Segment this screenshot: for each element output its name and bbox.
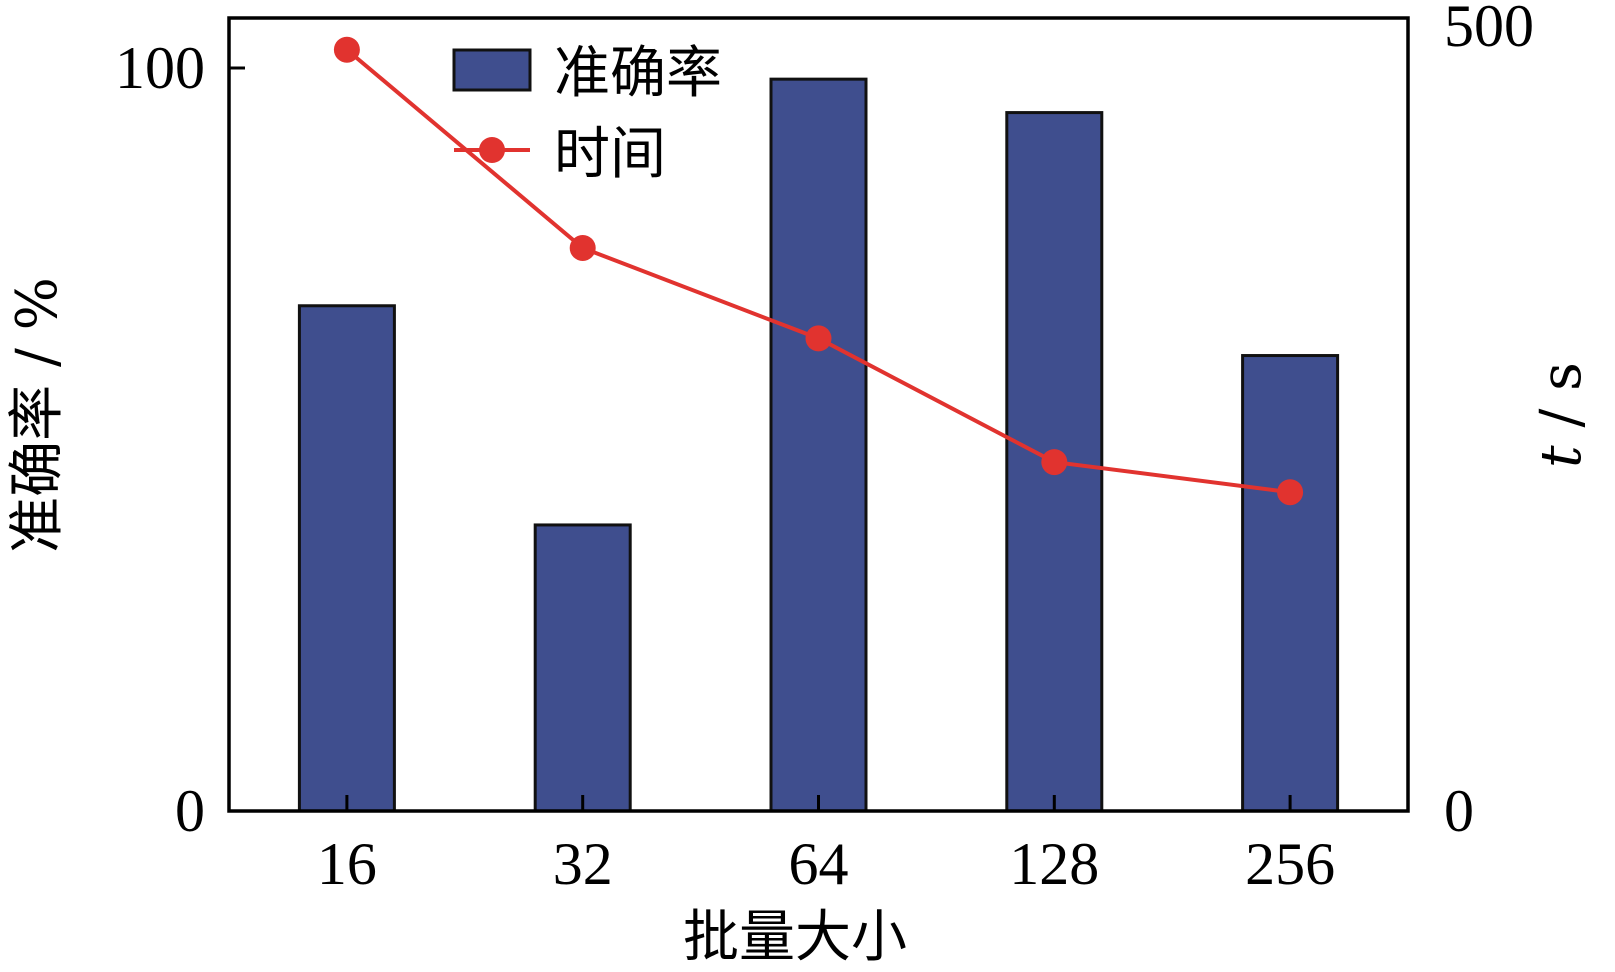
bars-layer — [297, 77, 1340, 813]
x-tick-label-128: 128 — [1009, 831, 1099, 897]
line-layer — [333, 36, 1304, 506]
time-point-16 — [333, 36, 360, 63]
x-axis-title: 批量大小 — [683, 905, 907, 970]
x-tick-label-256: 256 — [1245, 831, 1335, 897]
time-point-32 — [569, 234, 596, 261]
time-point-64 — [805, 325, 832, 352]
legend-line-label: 时间 — [554, 122, 666, 187]
x-tick-label-16: 16 — [317, 831, 377, 897]
x-tick-label-32: 32 — [553, 831, 613, 897]
bar-16 — [297, 304, 396, 813]
bar-32 — [533, 523, 632, 813]
right-y-axis-title: t / s — [1529, 362, 1594, 468]
right-y-axis-title-unit: / s — [1529, 362, 1594, 445]
bar-256 — [1241, 354, 1340, 813]
legend: 准确率 时间 — [452, 41, 722, 187]
legend-bar-label: 准确率 — [554, 41, 722, 106]
right-y-axis-title-var: t — [1529, 445, 1594, 468]
left-y-tick-label-100: 100 — [115, 35, 205, 101]
legend-line-marker — [479, 137, 505, 163]
left-y-tick-label-0: 0 — [175, 778, 205, 844]
right-y-tick-label-500: 500 — [1444, 0, 1534, 59]
left-y-axis-title: 准确率 / % — [5, 277, 70, 553]
right-y-tick-label-0: 0 — [1444, 778, 1474, 844]
x-tick-label-64: 64 — [789, 831, 849, 897]
legend-bar-swatch — [452, 48, 532, 92]
time-point-128 — [1041, 449, 1068, 476]
ticks-layer: 16 32 64 128 256 0 100 0 500 — [115, 0, 1534, 897]
bar-64 — [769, 77, 868, 813]
time-point-256 — [1277, 479, 1304, 506]
